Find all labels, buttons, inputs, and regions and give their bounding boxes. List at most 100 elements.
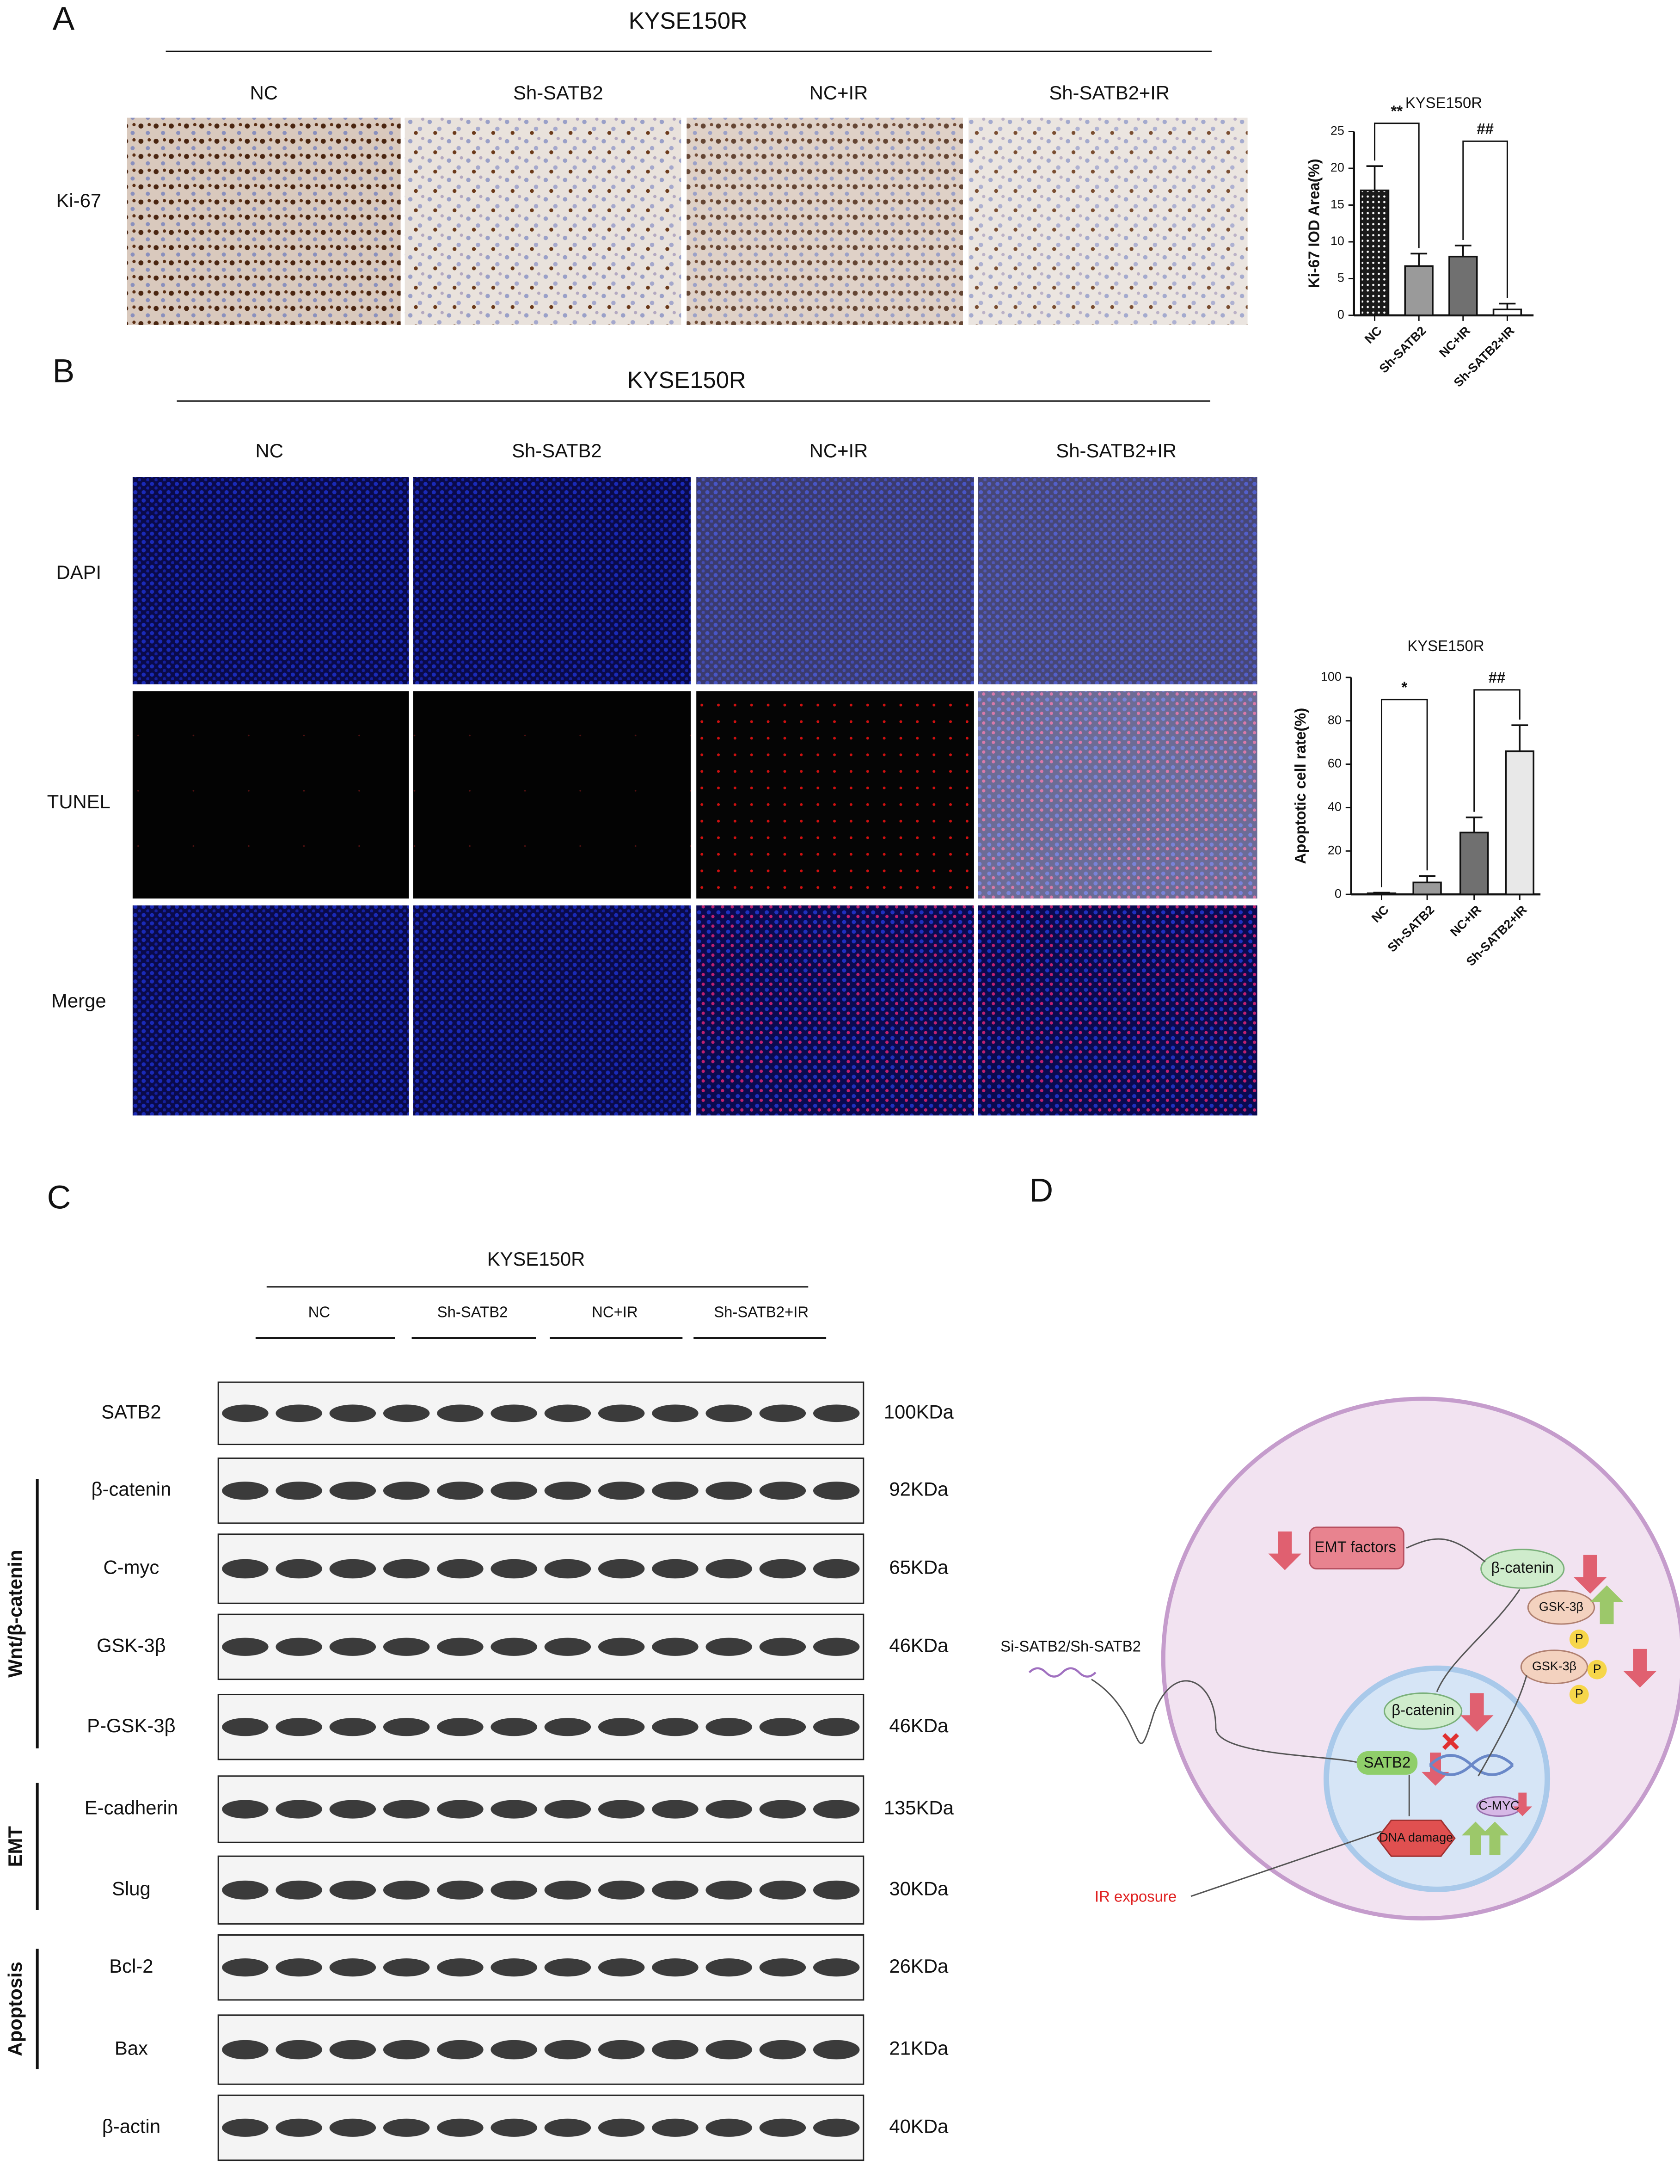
y-tick-label: 0 — [1335, 886, 1342, 900]
diagram-label: SATB2 — [1364, 1754, 1411, 1771]
x-tick-label: NC — [1362, 324, 1385, 346]
image — [413, 691, 691, 899]
bar — [1404, 265, 1434, 316]
bar — [1360, 189, 1390, 316]
blot-bands — [218, 1856, 864, 1924]
protein-label: β-actin — [102, 2115, 160, 2137]
bar — [1412, 881, 1442, 895]
protein-label: Bax — [115, 2037, 148, 2059]
column-label: Sh-SATB2 — [513, 82, 603, 104]
protein-label: P-GSK-3β — [87, 1715, 175, 1736]
size-label: 21KDa — [889, 2037, 949, 2059]
image — [132, 691, 409, 899]
panel-title: KYSE150R — [627, 367, 746, 393]
blot-bands — [218, 1694, 864, 1760]
fluorescence-images — [132, 477, 1257, 1116]
dna — [1429, 1754, 1514, 1776]
bar — [1492, 308, 1522, 316]
group-label: Sh-SATB2 — [437, 1303, 508, 1320]
diagram-label: P — [1593, 1662, 1601, 1676]
column-label: Sh-SATB2+IR — [1056, 440, 1177, 461]
image — [696, 905, 974, 1116]
blot-bands — [218, 1534, 864, 1604]
y-tick-label: 10 — [1331, 234, 1344, 248]
image — [978, 905, 1257, 1116]
bar — [1459, 831, 1489, 895]
panel-label: D — [1029, 1172, 1053, 1209]
significance-label: ## — [1477, 120, 1494, 137]
y-axis-label: Apoptotic cell rate(%) — [1292, 708, 1309, 864]
error-bar — [1511, 724, 1528, 751]
row-label: Merge — [51, 990, 106, 1011]
y-tick-label: 0 — [1337, 308, 1344, 321]
panel-label: C — [47, 1179, 71, 1216]
image — [413, 905, 691, 1116]
image — [413, 477, 691, 684]
diagram-label: C-MYC — [1478, 1799, 1519, 1813]
chart-title: KYSE150R — [1405, 94, 1482, 111]
blot-bands — [218, 2095, 864, 2160]
protein-label: β-catenin — [91, 1478, 171, 1500]
blot-bands — [218, 1935, 864, 2000]
significance-bracket — [1462, 140, 1508, 298]
down-arrow — [1268, 1531, 1302, 1570]
error-bar — [1465, 816, 1483, 833]
y-tick-label: 40 — [1328, 800, 1342, 814]
panel-label: B — [53, 352, 75, 389]
ihc-images — [127, 117, 1248, 325]
x-tick-label: NC+IR — [1447, 903, 1484, 939]
protein-label: Slug — [112, 1877, 151, 1899]
diagram-label: β-catenin — [1491, 1559, 1554, 1576]
protein-label: E-cadherin — [85, 1797, 178, 1819]
column-label: Sh-SATB2+IR — [1049, 82, 1170, 104]
blot-bands — [218, 1458, 864, 1523]
error-bar — [1454, 245, 1472, 257]
image — [696, 691, 974, 899]
y-tick-label: 100 — [1321, 670, 1342, 683]
section-label: Wnt/β-catenin — [4, 1550, 26, 1677]
error-bar — [1373, 892, 1390, 894]
image — [687, 117, 963, 325]
node — [1356, 1751, 1418, 1775]
y-tick-label: 5 — [1337, 271, 1344, 285]
y-tick-label: 20 — [1331, 160, 1344, 174]
size-label: 92KDa — [889, 1478, 949, 1500]
column-label: Sh-SATB2 — [512, 440, 602, 461]
y-tick-label: 60 — [1328, 757, 1342, 770]
bar — [1505, 750, 1535, 895]
diagram-label: β-catenin — [1392, 1701, 1454, 1718]
node — [1480, 1549, 1565, 1589]
section-label: EMT — [4, 1826, 26, 1867]
significance-bracket — [1380, 699, 1428, 887]
size-label: 135KDa — [884, 1797, 954, 1819]
blot-bands — [218, 1776, 864, 1843]
sirna — [1028, 1667, 1097, 1678]
dna-damage — [1376, 1819, 1456, 1857]
blot-bands — [218, 2015, 864, 2085]
panel-title: KYSE150R — [487, 1248, 585, 1270]
y-tick-label: 25 — [1331, 124, 1344, 138]
diagram-label: EMT factors — [1314, 1538, 1396, 1555]
y-tick-label: 15 — [1331, 197, 1344, 211]
size-label: 26KDa — [889, 1955, 949, 1977]
image — [696, 477, 974, 684]
y-tick-label: 20 — [1328, 843, 1342, 857]
protein-label: Bcl-2 — [109, 1955, 153, 1977]
x-tick-label: NC — [1369, 903, 1392, 925]
diagram-label: Si-SATB2/Sh-SATB2 — [1000, 1638, 1141, 1655]
significance-label: ## — [1489, 669, 1506, 686]
group-label: NC+IR — [592, 1303, 638, 1320]
panel-title: KYSE150R — [629, 7, 748, 34]
size-label: 46KDa — [889, 1715, 949, 1736]
phospho — [1587, 1660, 1607, 1680]
protein-label: GSK-3β — [97, 1634, 166, 1656]
block — [1442, 1733, 1459, 1750]
image — [405, 117, 681, 325]
size-label: 46KDa — [889, 1634, 949, 1656]
cell — [1161, 1397, 1680, 1920]
phospho — [1569, 1685, 1589, 1704]
chart-title: KYSE150R — [1407, 637, 1484, 654]
panel-label: A — [53, 0, 75, 37]
protein-label: C-myc — [104, 1556, 159, 1578]
